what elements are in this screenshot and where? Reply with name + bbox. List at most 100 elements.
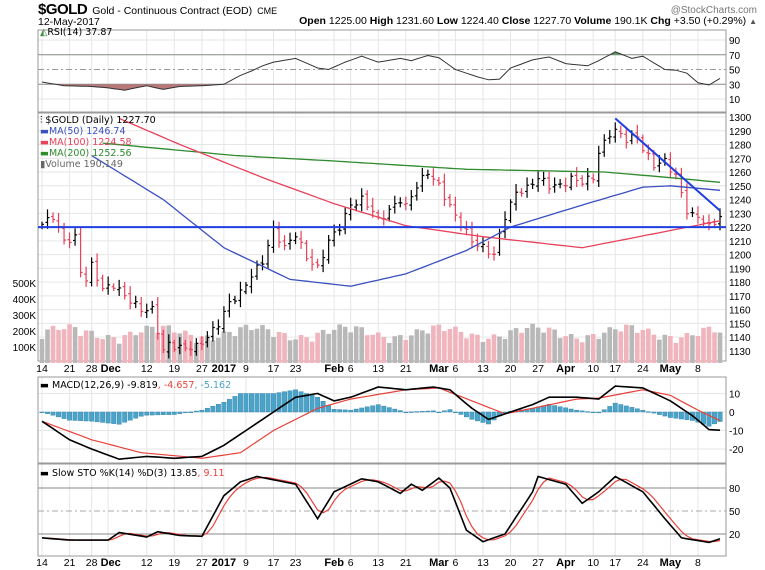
volume-bar (45, 329, 50, 363)
volume-bar (414, 329, 420, 363)
x-tick-label: 21 (64, 363, 76, 375)
sto-d-line (41, 476, 721, 543)
volume-bar (94, 338, 100, 363)
volume-bar (546, 327, 552, 363)
price-bar (117, 279, 122, 297)
volume-bar (596, 338, 602, 363)
price-tick-label: 1140 (729, 333, 751, 344)
price-bar (122, 281, 127, 300)
open-value: 1225.00 (328, 15, 367, 27)
macd-signal-line (41, 387, 721, 459)
price-bar (205, 331, 210, 348)
x-tick-label: 8 (695, 363, 701, 375)
volume-bar (89, 330, 94, 363)
price-bar (370, 197, 375, 218)
price-bar (78, 228, 83, 278)
volume-bar (601, 332, 607, 363)
macd-histogram-bar (403, 411, 409, 414)
volume-bar (409, 335, 414, 363)
x-tick-label: 9 (243, 363, 249, 375)
chg-label: Chg (650, 15, 671, 27)
macd-histogram-bar (629, 407, 635, 413)
price-bar (216, 319, 221, 335)
price-bar (552, 177, 557, 193)
x-tick-label: Apr (556, 557, 576, 569)
macd-histogram-bar (171, 411, 177, 415)
macd-histogram-bar (370, 405, 376, 413)
close-value: 1227.70 (533, 15, 572, 27)
x-tick-label: 24 (637, 363, 649, 375)
price-bar (480, 237, 485, 253)
price-bar (486, 240, 491, 259)
macd-histogram-bar (419, 411, 425, 413)
x-tick-label: 17 (609, 557, 621, 569)
volume-bar (629, 325, 635, 363)
macd-signal-legend: , -4.657 (157, 380, 195, 391)
volume-tick-label: 500K (13, 279, 37, 290)
volume-tick-label: 100K (13, 343, 37, 354)
volume-bar (149, 326, 155, 363)
macd-histogram-bar (579, 410, 585, 413)
volume-tick-label: 300K (13, 311, 37, 322)
macd-histogram-bar (348, 409, 354, 413)
x-tick-label: 6 (348, 363, 354, 375)
volume-bar (486, 338, 491, 363)
x-tick-label: 19 (168, 363, 180, 375)
price-bar (199, 336, 204, 351)
macd-histogram-bar (276, 392, 282, 413)
price-bar (525, 177, 530, 198)
instrument-name: Gold - Continuous Contract (EOD) (92, 5, 253, 17)
volume-bar (227, 331, 232, 363)
price-bar (668, 152, 673, 178)
panel-frame (37, 29, 727, 113)
volume-bar (612, 329, 618, 363)
macd-histogram-bar (111, 411, 117, 424)
price-bar (282, 235, 287, 251)
x-tick-label: 12 (141, 557, 153, 569)
macd-histogram-bar (557, 406, 563, 413)
price-bar (260, 255, 265, 271)
price-bar (232, 295, 237, 305)
x-tick-label: 6 (452, 557, 458, 569)
volume-bar (640, 330, 646, 363)
macd-histogram-bar (563, 407, 569, 413)
volume-bar (541, 332, 546, 363)
volume-bar (144, 325, 150, 363)
price-tick-label: 1170 (729, 292, 751, 303)
volume-bar (359, 327, 365, 363)
price-tick-label: 1200 (729, 251, 752, 262)
ma100-line (118, 117, 721, 249)
volume-bar (39, 339, 45, 363)
price-legend-text: $GOLD (Daily) 1227.70 (45, 115, 156, 126)
volume-bar (458, 331, 464, 363)
volume-bar (464, 338, 469, 363)
macd-histogram-bar (227, 399, 232, 413)
volume-bar (72, 327, 78, 363)
volume-bar (111, 337, 116, 363)
price-bar (139, 296, 144, 317)
macd-histogram-bar (271, 393, 276, 413)
macd-histogram-bar (408, 411, 414, 413)
volume-bar (574, 338, 579, 363)
volume-bar (155, 332, 161, 363)
macd-histogram-bar (353, 408, 359, 413)
volume-bar (370, 334, 376, 363)
volume-bar (524, 328, 530, 363)
macd-histogram-bar (265, 393, 271, 413)
volume-bar (579, 342, 585, 363)
volume-bars-icon: ▮ (40, 159, 46, 170)
macd-histogram-bar (375, 404, 381, 413)
price-bar (166, 334, 171, 359)
volume-bar (353, 326, 359, 363)
brand-link[interactable]: @StockCharts.com (670, 5, 757, 16)
price-bar (227, 293, 232, 318)
macd-histogram-bar (679, 411, 684, 420)
macd-histogram-bar (359, 407, 365, 413)
x-tick-label: 6 (452, 363, 458, 375)
volume-bar (662, 334, 668, 363)
x-tick-label: May (660, 363, 682, 375)
rsi-tick-label: 50 (729, 66, 741, 77)
macd-histogram-bar (39, 411, 45, 414)
x-tick-label: 23 (290, 363, 302, 375)
macd-histogram-bar (458, 411, 464, 415)
